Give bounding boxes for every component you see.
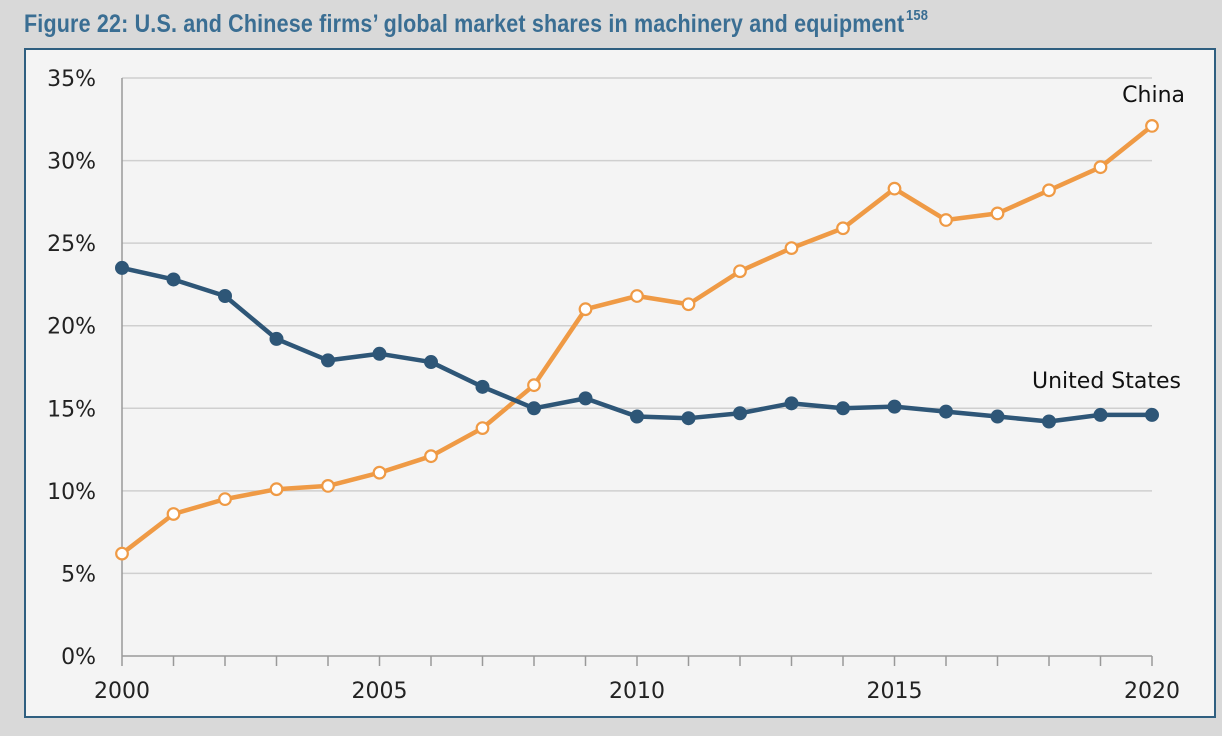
china-point	[527, 378, 541, 393]
united-states-point	[630, 409, 644, 424]
y-tick-label: 35%	[47, 67, 96, 92]
united-states-point	[475, 379, 490, 394]
united-states-point	[218, 288, 232, 303]
x-tick-label: 2010	[609, 679, 665, 704]
china-point	[887, 181, 902, 196]
y-tick-label: 0%	[61, 645, 96, 670]
x-tick-label: 2020	[1124, 679, 1180, 704]
united-states-point	[836, 401, 850, 416]
china-point	[990, 206, 1005, 221]
gridlines	[122, 77, 1152, 575]
united-states-point	[1145, 407, 1159, 422]
y-tick-label: 30%	[47, 150, 96, 175]
footnote-marker: 158	[906, 7, 929, 24]
china-point	[218, 492, 232, 507]
china-point	[836, 221, 850, 236]
united-states-point	[115, 260, 129, 275]
china-point	[321, 479, 335, 493]
china-point	[630, 289, 644, 303]
china-point	[1042, 183, 1056, 198]
axes: 0% 5% 10% 15% 20% 25% 30% 35% 2000 2005 2010 2015 20…	[47, 67, 1180, 704]
united-states-point	[578, 391, 593, 406]
chart-frame	[24, 48, 1216, 718]
china-point	[939, 213, 953, 227]
united-states-point	[424, 355, 438, 370]
y-tick-label: 10%	[47, 480, 96, 505]
x-tick-label: 2005	[352, 679, 408, 704]
us-series-label: United States	[1032, 369, 1181, 394]
china-point	[1145, 118, 1159, 133]
united-states-point	[887, 399, 902, 414]
y-tick-label: 25%	[47, 232, 96, 257]
china-point	[784, 241, 799, 255]
china-point	[475, 421, 490, 436]
china-point	[424, 449, 438, 464]
china-point	[372, 465, 387, 480]
x-tick-label: 2015	[867, 679, 923, 704]
united-states-point	[321, 353, 335, 368]
figure-title: Figure 22: U.S. and Chinese firms’ globa…	[24, 7, 929, 39]
united-states-point	[784, 396, 799, 411]
china-point	[578, 302, 593, 317]
china-series-label: China	[1122, 83, 1185, 108]
china-point	[269, 482, 284, 497]
y-tick-label: 5%	[61, 562, 96, 587]
united-states-point	[372, 346, 387, 361]
china-point	[115, 546, 129, 561]
china-point	[681, 297, 696, 312]
y-tick-label: 20%	[47, 315, 96, 340]
united-states-point	[269, 331, 284, 346]
y-tick-label: 15%	[47, 397, 96, 422]
united-states-point	[527, 401, 541, 416]
series	[115, 118, 1159, 561]
united-states-point	[990, 409, 1005, 424]
x-tick-label: 2000	[94, 679, 150, 704]
china-point	[1093, 160, 1108, 175]
united-states-point	[1042, 414, 1056, 429]
united-states-point	[166, 272, 181, 287]
series-labels: China United States	[1032, 83, 1185, 394]
united-states-point	[681, 411, 696, 426]
figure-title-text: Figure 22: U.S. and Chinese firms’ globa…	[24, 10, 905, 38]
china-point	[733, 264, 747, 279]
china-point	[166, 507, 181, 521]
united-states-point	[1093, 407, 1108, 422]
united-states-point	[939, 404, 953, 419]
united-states-point	[733, 406, 747, 421]
